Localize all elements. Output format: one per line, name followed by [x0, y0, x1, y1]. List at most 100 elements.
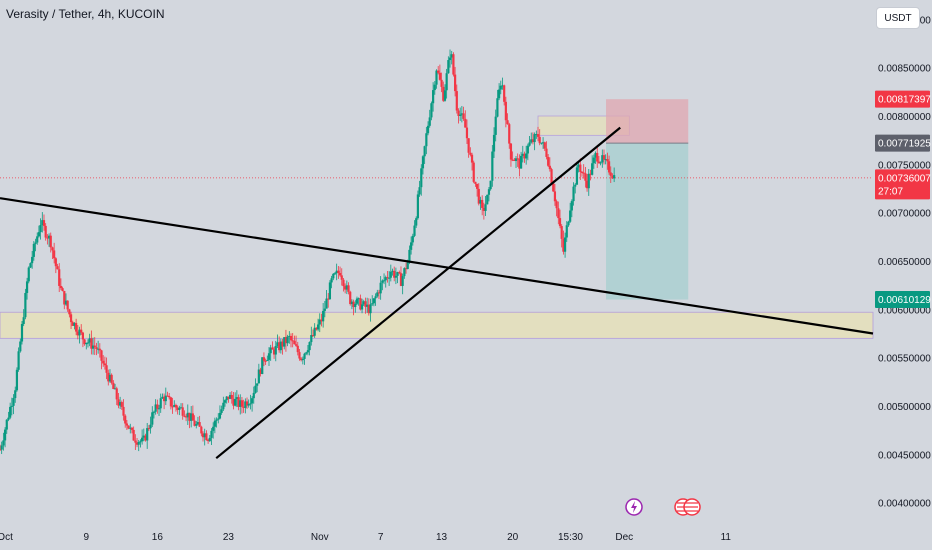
candle-body — [611, 175, 614, 179]
x-tick-label: 20 — [507, 532, 519, 543]
candle-body — [443, 90, 447, 101]
candle-body — [208, 437, 211, 442]
demand-zone — [0, 311, 874, 339]
candle-body — [398, 272, 401, 274]
candle-body — [584, 173, 587, 181]
candle-body — [73, 322, 76, 326]
candle-body — [69, 314, 73, 323]
y-tick-label: 0.00450000 — [878, 450, 931, 461]
candle-body — [173, 404, 176, 407]
candle-body — [100, 350, 103, 361]
candle-body — [589, 173, 592, 175]
candle-body — [15, 369, 19, 391]
candle-body — [179, 407, 183, 409]
x-tick-label: 9 — [84, 532, 90, 543]
candle-body — [516, 158, 519, 160]
candle-body — [562, 238, 565, 252]
candle-body — [250, 398, 254, 404]
candle-body — [283, 337, 286, 347]
candle-body — [543, 142, 546, 149]
candle-body — [171, 406, 174, 408]
candle-body — [75, 322, 78, 332]
x-tick-label: 16 — [152, 532, 164, 543]
candle-body — [115, 388, 118, 400]
candle-body — [98, 348, 101, 351]
candle-body — [205, 433, 208, 441]
price-label-box — [875, 291, 930, 309]
candle-body — [102, 360, 105, 364]
candle-body — [388, 277, 391, 279]
candle-body — [154, 404, 157, 412]
candle-body — [122, 406, 125, 416]
candle-body — [357, 298, 360, 300]
candle-body — [572, 186, 575, 202]
candle-body — [337, 270, 340, 274]
candle-body — [528, 142, 531, 146]
price-label: 0.00771925 — [878, 139, 931, 150]
candle-body — [396, 272, 399, 276]
candle-body — [264, 360, 267, 362]
candle-body — [433, 84, 436, 91]
price-label-countdown: 27:07 — [878, 186, 903, 197]
candle-body — [536, 134, 540, 137]
event-icons — [625, 498, 701, 516]
candle-body — [279, 341, 282, 351]
candle-body — [403, 268, 406, 277]
candle-body — [394, 275, 397, 278]
candle-body — [272, 349, 276, 355]
candle-body — [503, 85, 506, 102]
candle-body — [276, 342, 279, 346]
candle-body — [289, 335, 293, 341]
candle-body — [296, 345, 299, 353]
candle-body — [135, 442, 139, 445]
candle-body — [579, 164, 582, 172]
y-tick-label: 0.00850000 — [878, 64, 931, 75]
candle-body — [531, 139, 535, 143]
price-label-box — [875, 169, 930, 200]
candle-body — [381, 280, 384, 283]
candle-body — [120, 402, 123, 407]
candle-body — [212, 426, 215, 431]
x-tick-label: 7 — [378, 532, 384, 543]
symbol-title[interactable]: Verasity / Tether, 4h, KUCOIN — [6, 7, 165, 21]
candle-body — [538, 136, 541, 144]
price-label: 0.00736007 — [878, 173, 931, 184]
candle-body — [525, 153, 528, 159]
candle-body — [479, 199, 482, 204]
candle-body — [574, 184, 577, 187]
candle-body — [366, 304, 369, 307]
lightning-glyph — [631, 501, 637, 513]
y-tick-label: 0.00700000 — [878, 209, 931, 220]
candle-body — [3, 429, 7, 441]
candle-body — [25, 281, 29, 293]
candle-body — [347, 285, 350, 292]
candle-body — [609, 172, 612, 176]
candle-body — [360, 304, 364, 310]
candle-body — [448, 57, 452, 61]
candle-body — [20, 324, 24, 342]
candle-body — [157, 408, 161, 410]
currency-button[interactable]: USDT — [876, 7, 920, 29]
candle-body — [80, 329, 83, 333]
candle-body — [513, 159, 516, 161]
y-tick-label: 0.00600000 — [878, 305, 931, 316]
candle-body — [569, 210, 572, 222]
candle-body — [188, 412, 191, 421]
candle-body — [362, 301, 365, 305]
candle-body — [261, 357, 264, 374]
x-tick-label: Nov — [311, 532, 329, 543]
candle-body — [262, 357, 266, 361]
candle-body — [311, 335, 315, 337]
candle-body — [526, 145, 529, 154]
candle-body — [352, 301, 355, 308]
candle-body — [476, 183, 479, 189]
candle-body — [548, 165, 551, 170]
candle-body — [0, 445, 3, 450]
y-tick-label: 0.00500000 — [878, 402, 931, 413]
candle-body — [54, 258, 57, 267]
candle-body — [349, 291, 352, 305]
candle-body — [550, 169, 553, 184]
candle-body — [88, 338, 91, 343]
